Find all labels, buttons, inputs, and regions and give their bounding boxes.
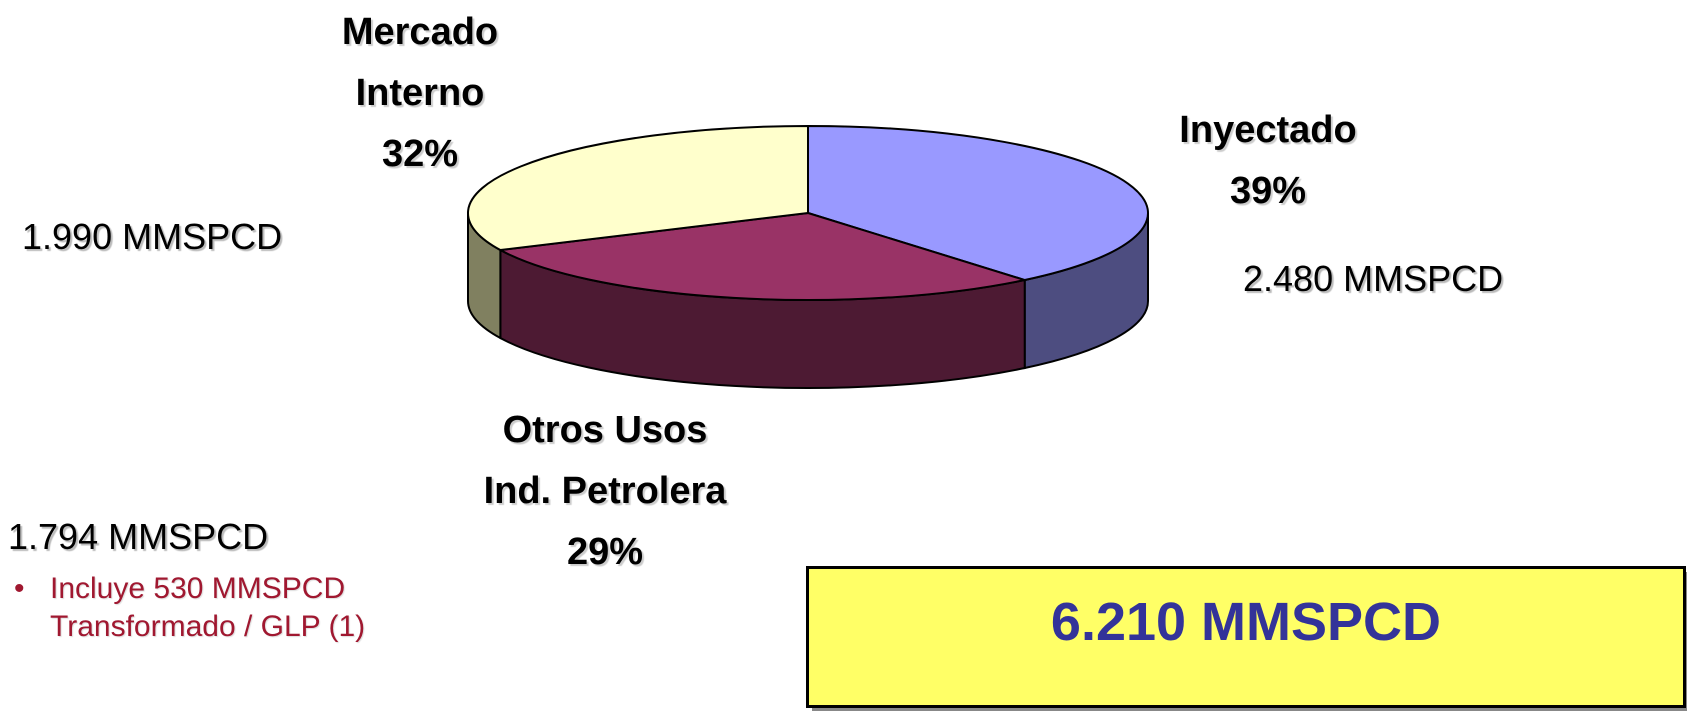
- volume-label: 2.480 MMSPCD: [1243, 258, 1504, 299]
- slice: [807, 124, 1149, 282]
- value-label: 32%: [381, 133, 459, 175]
- bullet: •: [14, 572, 25, 605]
- value-label: 29%: [566, 531, 644, 573]
- slice-label: Mercado Interno 32%: [342, 2, 498, 185]
- total: 6.210 MMSPCD: [1050, 592, 1442, 652]
- category-label: Otros Usos Ind. Petrolera: [483, 409, 727, 512]
- slice: [467, 124, 809, 252]
- category-label: Inyectado: [1179, 109, 1357, 151]
- category-label: Mercado Interno: [341, 11, 499, 114]
- volume-label: 1.990 MMSPCD: [22, 216, 283, 257]
- slice-label: Inyectado 39%: [1179, 100, 1356, 222]
- slice-label: Otros Usos Ind. Petrolera 29%: [484, 400, 727, 583]
- total-box: 6.210 MMSPCD: [806, 566, 1686, 708]
- volume-label: 1.794 MMSPCD: [8, 516, 269, 557]
- note: Incluye 530 MMSPCD Transformado / GLP (1…: [50, 572, 366, 643]
- value-label: 39%: [1229, 170, 1307, 212]
